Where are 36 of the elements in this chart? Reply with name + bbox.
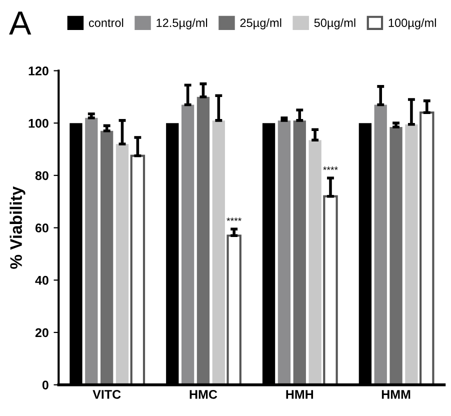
y-tick-label: 80 — [35, 171, 48, 180]
bar — [293, 120, 306, 385]
annotation: **** — [226, 218, 242, 221]
bar — [405, 124, 418, 385]
chart-title: A — [9, 12, 32, 35]
x-tick-label: HMM — [382, 390, 410, 399]
bar — [420, 112, 434, 385]
y-axis-title: % Viability — [10, 186, 26, 269]
annotation: **** — [323, 166, 338, 170]
y-tick-label: 40 — [35, 276, 48, 285]
bar — [196, 96, 210, 385]
bar — [374, 104, 387, 385]
legend-label: control — [88, 18, 124, 28]
y-tick-label: 60 — [35, 224, 48, 232]
bar — [226, 234, 242, 385]
y-tick-label: 20 — [35, 328, 48, 338]
bar — [323, 195, 338, 385]
bar — [85, 118, 98, 385]
bar — [278, 120, 291, 385]
x-tick-label: VITC — [92, 390, 121, 399]
y-tick-label: 100 — [28, 118, 48, 128]
bar — [181, 104, 194, 385]
bar — [116, 144, 129, 385]
y-tick-label: 120 — [28, 66, 48, 76]
legend-label: 25µg/ml — [240, 18, 282, 30]
legend-label: 12.5µg/ml — [156, 18, 208, 30]
x-tick-label: HMC — [190, 390, 218, 399]
legend-label: 100µg/ml — [388, 18, 436, 30]
bar — [308, 140, 322, 385]
bar — [100, 130, 114, 385]
y-tick-label: 0 — [42, 380, 48, 390]
bar — [212, 120, 225, 385]
legend-label: 50µg/ml — [314, 18, 356, 30]
bar — [130, 154, 146, 385]
x-tick-label: HMH — [286, 390, 314, 399]
bar — [390, 126, 402, 385]
